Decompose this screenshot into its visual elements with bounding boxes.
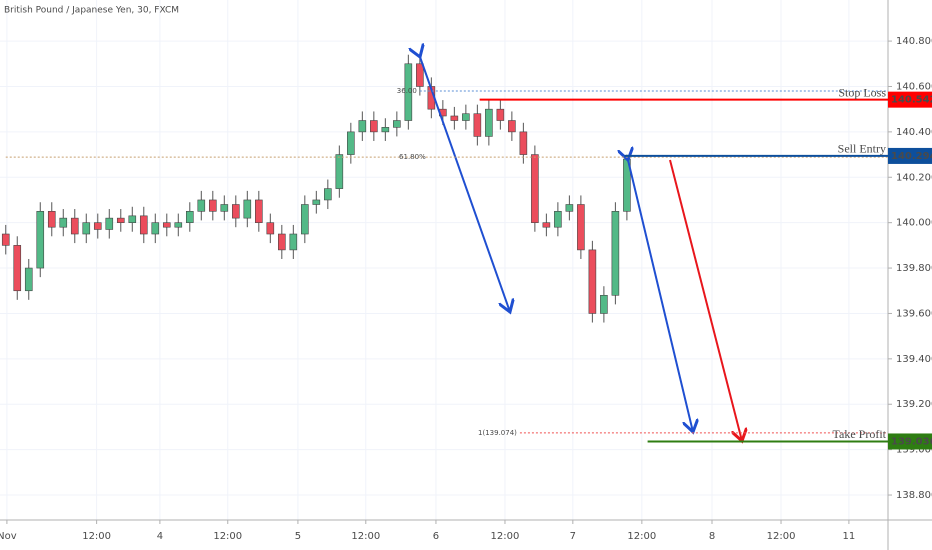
fib-label: 61.80% [399, 153, 426, 161]
y-tick-label: 138.800 [896, 490, 932, 501]
candle-body [565, 204, 574, 212]
candle-body [462, 113, 470, 121]
x-tick-label: 4 [157, 531, 163, 542]
y-tick-label: 140.400 [896, 127, 932, 138]
candle-body [220, 204, 229, 212]
candle-body [151, 222, 160, 235]
candle-body [611, 211, 620, 296]
candle-body [36, 211, 45, 269]
candle-body [577, 204, 585, 251]
fib-label: 1(139.074) [478, 429, 517, 437]
x-tick-label: 12:00 [213, 531, 242, 542]
candle-body [185, 211, 194, 223]
candle-body [588, 249, 597, 314]
arrow [420, 57, 510, 312]
x-tick-label: 12:00 [351, 531, 380, 542]
candle-body [243, 199, 252, 219]
candle-body [519, 131, 528, 155]
x-tick-label: 6 [433, 531, 439, 542]
candle-body [600, 294, 608, 314]
candle-body [370, 120, 378, 133]
level-name: Take Profit [833, 427, 887, 441]
level-price-box [888, 433, 932, 450]
candle-body [82, 222, 91, 235]
candle-body [93, 222, 102, 230]
candle-body [301, 204, 309, 235]
candle-body [105, 217, 114, 230]
candle-body [266, 222, 275, 235]
x-tick-label: 8 [709, 531, 715, 542]
candle-body [289, 233, 298, 251]
y-tick-label: 139.800 [896, 263, 932, 274]
x-tick-label: Nov [0, 531, 17, 542]
x-tick-label: 12:00 [627, 531, 656, 542]
levels: 36.00 61.80% 1(139.074) Stop Loss 140.542 Sel… [5, 85, 932, 450]
level-price: 140.294 [891, 151, 932, 162]
x-tick-label: 12:00 [82, 531, 111, 542]
candle-body [416, 63, 424, 87]
candle-body [47, 211, 56, 228]
y-tick-label: 139.600 [896, 308, 932, 319]
y-tick-label: 140.200 [896, 172, 932, 183]
candle-body [232, 204, 240, 219]
arrow [669, 159, 742, 441]
candle-body [174, 222, 183, 228]
x-tick-label: 12:00 [767, 531, 796, 542]
y-tick-label: 139.000 [896, 445, 932, 456]
candle-body [381, 127, 390, 133]
candle-body [13, 245, 22, 292]
level-price-box [888, 91, 932, 108]
candle-body [278, 233, 286, 251]
candle-body [255, 199, 263, 223]
level-price: 140.542 [891, 95, 932, 106]
candle-body [312, 199, 321, 205]
x-tick-label: 7 [570, 531, 576, 542]
y-tick-label: 139.400 [896, 354, 932, 365]
candle-body [450, 115, 459, 121]
level-name: Sell Entry [838, 142, 886, 156]
candle-body [496, 108, 505, 121]
y-tick-label: 139.200 [896, 399, 932, 410]
level-price: 139.036 [891, 436, 932, 447]
axes: 138.800 139.000 139.200 139.400 139.600 139.8… [0, 36, 932, 542]
x-tick-label: 11 [843, 531, 856, 542]
arrow [628, 160, 693, 432]
candle-body [531, 154, 539, 223]
candle-body [485, 108, 493, 137]
y-tick-label: 140.000 [896, 218, 932, 229]
candle-body [162, 222, 171, 228]
candle-body [197, 199, 206, 212]
x-tick-label: 5 [295, 531, 301, 542]
candle-body [542, 222, 551, 228]
candle-body [208, 199, 217, 212]
candle-body [508, 120, 516, 133]
candle-body [393, 120, 401, 128]
candle-body [116, 217, 125, 223]
candle-body [139, 215, 148, 235]
candle-body [24, 267, 33, 292]
level-price-box [888, 147, 932, 164]
candle-body [59, 217, 68, 228]
candle-body [335, 154, 344, 189]
chart-title: British Pound / Japanese Yen, 30, FXCM [4, 6, 179, 16]
candle-body [1, 233, 10, 246]
candle-body [347, 131, 355, 155]
y-tick-label: 140.800 [896, 36, 932, 47]
x-tick-label: 12:00 [491, 531, 520, 542]
candle-body [324, 188, 332, 201]
candle-body [473, 113, 482, 137]
candle-body [128, 215, 137, 223]
level-name: Stop Loss [838, 85, 886, 99]
y-tick-label: 140.600 [896, 81, 932, 92]
candle-body [358, 120, 367, 133]
fib-label: 36.00 [397, 87, 417, 95]
candle-body [70, 217, 79, 235]
candle-body [554, 211, 562, 228]
